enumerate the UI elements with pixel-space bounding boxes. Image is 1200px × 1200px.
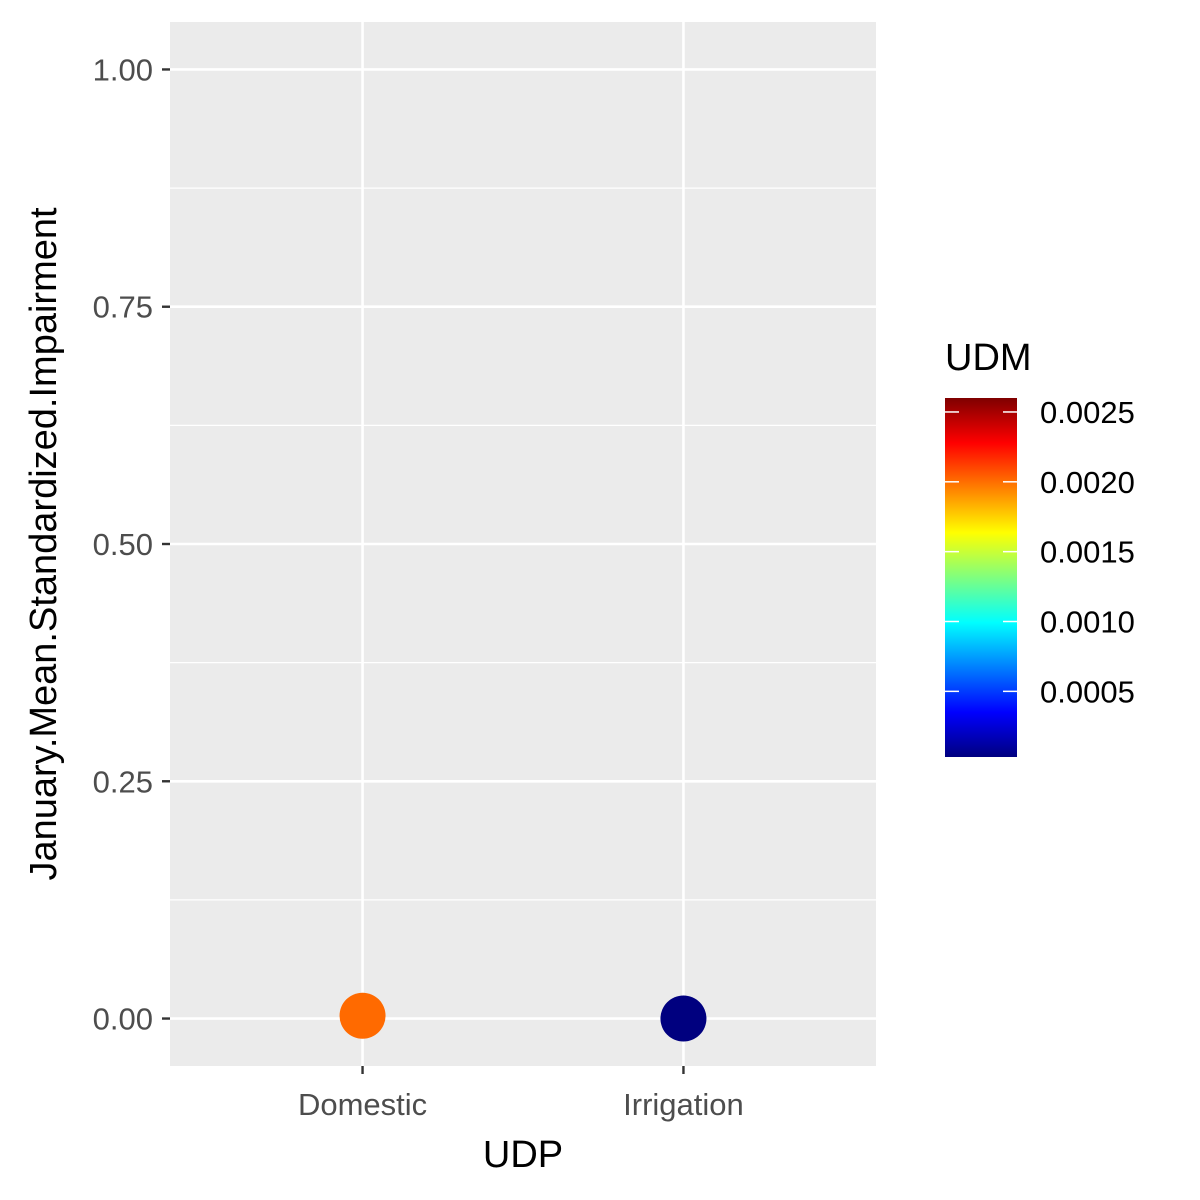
legend-tick-label: 0.0025 bbox=[1040, 395, 1135, 430]
legend-tick-label: 0.0010 bbox=[1040, 605, 1135, 640]
legend: UDM 0.0005 0.0010 0.0015 0.0020 0.0025 bbox=[945, 337, 1135, 757]
y-tick-label: 0.75 bbox=[93, 290, 153, 325]
x-axis: Domestic Irrigation bbox=[298, 1066, 744, 1122]
data-point bbox=[339, 992, 386, 1039]
legend-ticks: 0.0005 0.0010 0.0015 0.0020 0.0025 bbox=[945, 395, 1135, 709]
y-tick-label: 1.00 bbox=[93, 52, 153, 87]
legend-tick-label: 0.0015 bbox=[1040, 535, 1135, 570]
legend-colorbar bbox=[945, 398, 1017, 757]
y-axis: 0.00 0.25 0.50 0.75 1.00 bbox=[93, 52, 170, 1037]
y-tick-label: 0.25 bbox=[93, 764, 153, 799]
y-tick-label: 0.50 bbox=[93, 527, 153, 562]
points bbox=[339, 992, 707, 1042]
y-axis-title: January.Mean.Standardized.Impairment bbox=[23, 207, 65, 881]
legend-title: UDM bbox=[945, 337, 1032, 379]
y-tick-label: 0.00 bbox=[93, 1002, 153, 1037]
legend-tick-label: 0.0020 bbox=[1040, 465, 1135, 500]
data-point bbox=[660, 995, 707, 1042]
grid bbox=[170, 22, 876, 1066]
x-axis-title: UDP bbox=[483, 1134, 563, 1176]
x-tick-label: Domestic bbox=[298, 1087, 427, 1122]
legend-tick-label: 0.0005 bbox=[1040, 674, 1135, 709]
x-tick-label: Irrigation bbox=[623, 1087, 744, 1122]
